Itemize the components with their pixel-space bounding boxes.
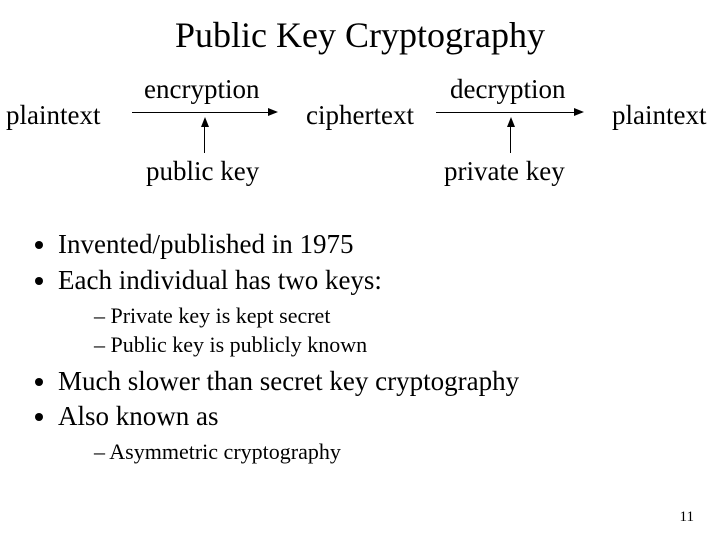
bullets-level-1: Invented/published in 1975 Each individu… (30, 228, 690, 466)
arrow-encrypt (132, 112, 276, 113)
arrow-public-key (204, 119, 205, 153)
sub-bullet-item: Asymmetric cryptography (94, 438, 690, 466)
arrow-decrypt (436, 112, 582, 113)
arrow-private-key (510, 119, 511, 153)
bullet-text: Each individual has two keys: (58, 265, 382, 295)
page-number: 11 (680, 509, 694, 526)
slide-title: Public Key Cryptography (0, 14, 720, 56)
bullet-text: Also known as (58, 401, 219, 431)
bullet-item: Much slower than secret key cryptography (58, 365, 690, 399)
bullets-level-2: Private key is kept secret Public key is… (58, 302, 690, 359)
label-plaintext-right: plaintext (612, 100, 706, 131)
label-private-key: private key (444, 156, 565, 187)
label-decryption: decryption (450, 74, 565, 105)
label-plaintext-left: plaintext (6, 100, 100, 131)
bullet-item: Each individual has two keys: Private ke… (58, 264, 690, 359)
label-public-key: public key (146, 156, 259, 187)
label-ciphertext: ciphertext (306, 100, 414, 131)
crypto-diagram: plaintext encryption ciphertext decrypti… (0, 70, 720, 220)
sub-bullet-item: Private key is kept secret (94, 302, 690, 330)
slide: Public Key Cryptography plaintext encryp… (0, 0, 720, 540)
bullet-text: Invented/published in 1975 (58, 229, 353, 259)
bullet-text: Much slower than secret key cryptography (58, 366, 519, 396)
bullet-item: Also known as Asymmetric cryptography (58, 400, 690, 465)
label-encryption: encryption (144, 74, 259, 105)
bullet-item: Invented/published in 1975 (58, 228, 690, 262)
sub-bullet-item: Public key is publicly known (94, 331, 690, 359)
bullets-level-2: Asymmetric cryptography (58, 438, 690, 466)
bullet-list: Invented/published in 1975 Each individu… (30, 228, 690, 472)
